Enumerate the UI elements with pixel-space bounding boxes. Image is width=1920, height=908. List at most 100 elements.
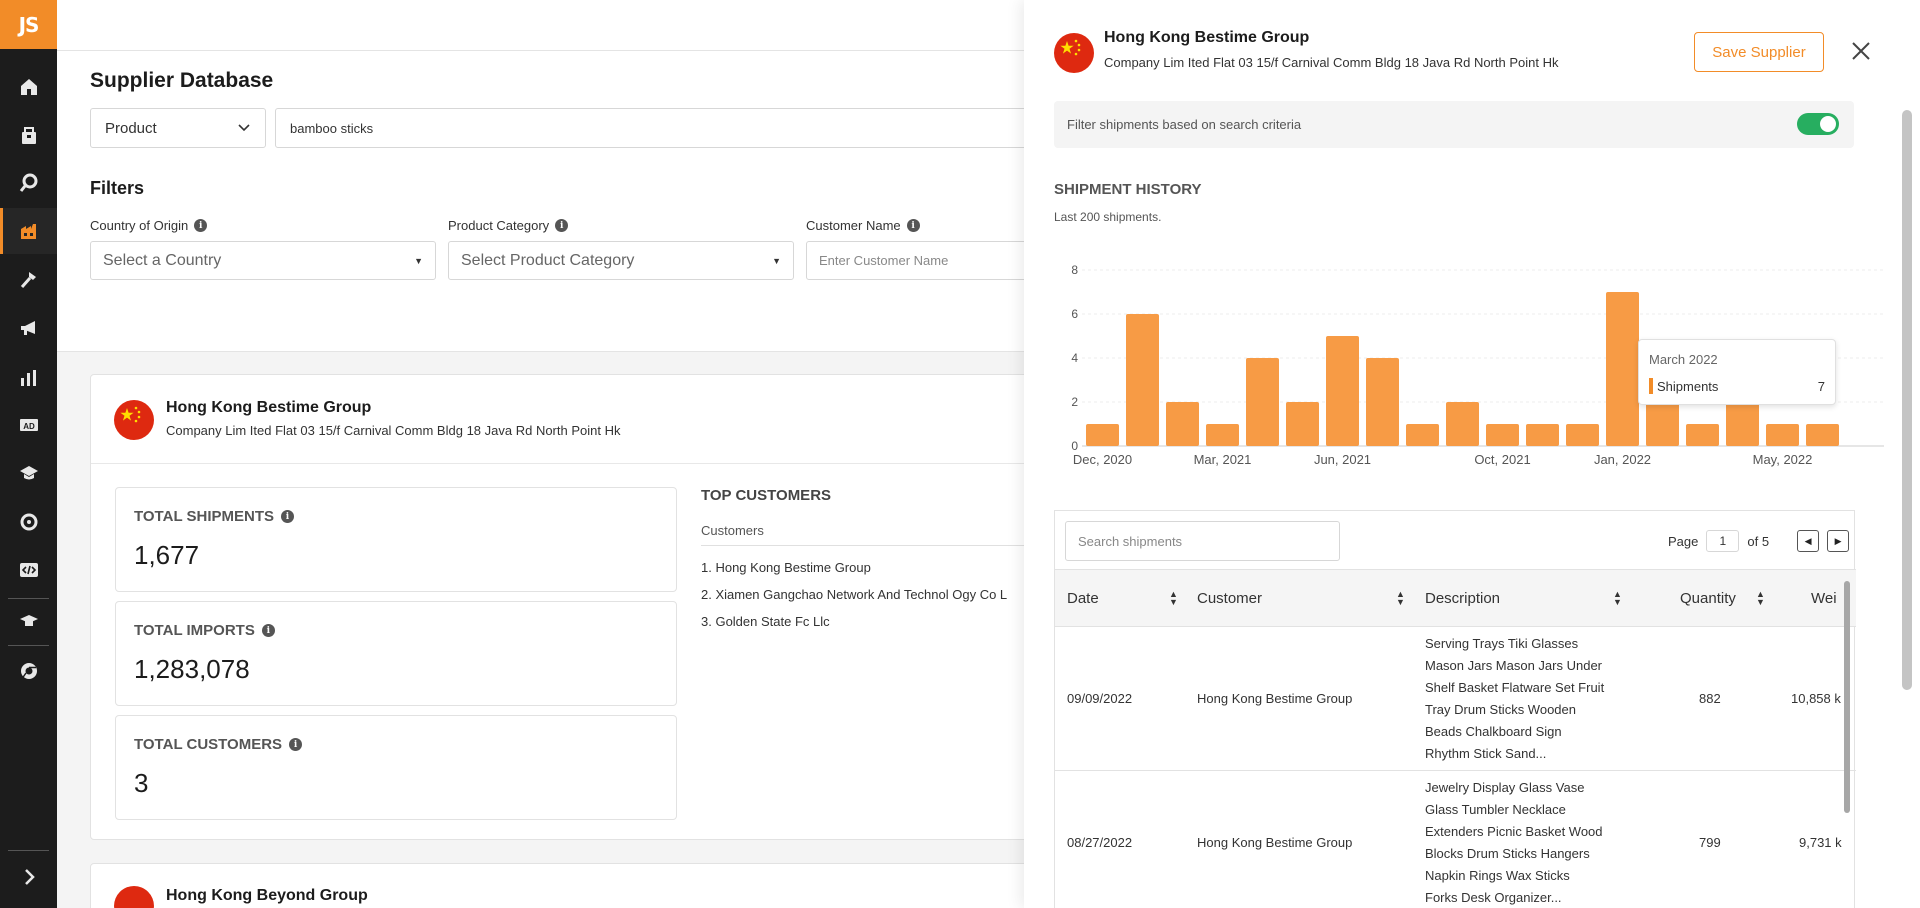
cell-quantity: 799 bbox=[1699, 835, 1721, 850]
supplier-name[interactable]: Hong Kong Bestime Group bbox=[166, 399, 372, 416]
col-description[interactable]: Description bbox=[1425, 590, 1501, 607]
box-icon bbox=[21, 127, 36, 144]
info-icon[interactable]: i bbox=[261, 624, 275, 637]
chart-bar[interactable] bbox=[1526, 424, 1559, 446]
prev-page-button[interactable]: ◀ bbox=[1797, 530, 1820, 552]
top-customers-title: TOP CUSTOMERS bbox=[701, 487, 832, 504]
info-icon[interactable]: i bbox=[906, 219, 920, 232]
chart-bar[interactable] bbox=[1766, 424, 1799, 446]
chart-bar[interactable] bbox=[1166, 402, 1199, 446]
stat-total-customers: TOTAL CUSTOMERS i 3 bbox=[115, 715, 677, 820]
nav-analytics[interactable] bbox=[0, 355, 57, 401]
page-scrollbar[interactable] bbox=[1894, 0, 1920, 908]
info-icon[interactable]: i bbox=[194, 219, 208, 232]
sort-icon[interactable]: ▲ ▼ bbox=[1756, 589, 1765, 607]
filters-title: Filters bbox=[90, 178, 145, 198]
col-customer[interactable]: Customer bbox=[1197, 590, 1263, 607]
nav-chrome-extension[interactable] bbox=[0, 648, 57, 694]
info-icon[interactable]: i bbox=[289, 738, 303, 751]
chart-bar[interactable] bbox=[1806, 424, 1839, 446]
chart-bar[interactable] bbox=[1446, 402, 1479, 446]
page-label: Page bbox=[1668, 533, 1699, 549]
nav-learn[interactable] bbox=[0, 598, 57, 644]
info-icon[interactable]: i bbox=[281, 510, 295, 523]
page-of-label: of 5 bbox=[1747, 533, 1770, 549]
nav-support[interactable] bbox=[0, 499, 57, 545]
stat-value: 1,677 bbox=[134, 540, 200, 570]
search-shipments-input[interactable]: Search shipments bbox=[1065, 521, 1340, 561]
stat-total-shipments: TOTAL SHIPMENTS i 1,677 bbox=[115, 487, 677, 592]
page-scrollbar-thumb[interactable] bbox=[1902, 110, 1912, 690]
sidebar-expand[interactable] bbox=[0, 854, 57, 900]
table-scrollbar-thumb[interactable] bbox=[1844, 581, 1850, 813]
col-quantity[interactable]: Quantity bbox=[1680, 590, 1736, 607]
cell-weight: 10,858 k bbox=[1791, 691, 1841, 706]
nav-supplier-database[interactable] bbox=[0, 208, 57, 254]
top-customers-subheader: Customers bbox=[701, 523, 764, 538]
supplier-card[interactable]: Hong Kong Bestime Group Company Lim Ited… bbox=[90, 374, 1081, 840]
nav-ads[interactable]: AD bbox=[0, 402, 57, 448]
chart-bar[interactable] bbox=[1126, 314, 1159, 446]
divider bbox=[701, 545, 1081, 546]
nav-marketing[interactable] bbox=[0, 305, 57, 351]
table-header: Date ▲ ▼ Customer ▲ ▼ Description ▲ ▼ Quant… bbox=[1055, 569, 1856, 627]
info-icon[interactable]: i bbox=[555, 219, 569, 232]
search-type-select[interactable]: Product bbox=[90, 108, 266, 148]
sort-icon[interactable]: ▲ ▼ bbox=[1169, 589, 1178, 607]
sort-icon[interactable]: ▲ ▼ bbox=[1613, 589, 1622, 607]
table-row[interactable]: 09/09/2022 Hong Kong Bestime Group Servi… bbox=[1055, 627, 1856, 771]
chart-bar[interactable] bbox=[1606, 292, 1639, 446]
shipments-table: Search shipments Page 1 of 5 ◀ ▶ Date ▲ ▼… bbox=[1054, 510, 1856, 908]
top-customer-item: 1. Hong Kong Bestime Group bbox=[701, 560, 871, 575]
chart-bar[interactable] bbox=[1246, 358, 1279, 446]
country-select[interactable]: Select a Country ▼ bbox=[90, 241, 436, 280]
supplier-card[interactable]: Hong Kong Beyond Group bbox=[90, 863, 1080, 908]
filter-shipments-label: Filter shipments based on search criteri… bbox=[1067, 117, 1302, 132]
save-supplier-button[interactable]: Save Supplier bbox=[1694, 32, 1824, 72]
chart-bar[interactable] bbox=[1086, 424, 1119, 446]
search-input[interactable] bbox=[275, 108, 1075, 148]
stat-label: TOTAL IMPORTS i bbox=[134, 622, 275, 639]
x-tick-label: Jun, 2021 bbox=[1314, 452, 1371, 467]
nav-tools[interactable] bbox=[0, 257, 57, 303]
chart-bar[interactable] bbox=[1326, 336, 1359, 446]
triangle-right-icon: ▶ bbox=[1834, 535, 1842, 546]
chart-bar[interactable] bbox=[1566, 424, 1599, 446]
shipment-history-subtitle: Last 200 shipments. bbox=[1054, 210, 1162, 224]
filter-shipments-toggle[interactable] bbox=[1797, 113, 1839, 135]
nav-home[interactable] bbox=[0, 64, 57, 110]
svg-text:AD: AD bbox=[23, 422, 35, 431]
chart-tooltip: March 2022 Shipments 7 bbox=[1638, 339, 1836, 405]
chart-bar[interactable] bbox=[1406, 424, 1439, 446]
chart-bar[interactable] bbox=[1366, 358, 1399, 446]
cell-date: 09/09/2022 bbox=[1067, 691, 1133, 706]
close-icon[interactable] bbox=[1850, 40, 1872, 62]
next-page-button[interactable]: ▶ bbox=[1827, 530, 1850, 552]
country-label: Country of Origin i bbox=[90, 218, 208, 233]
table-row[interactable]: 08/27/2022 Hong Kong Bestime Group Jewel… bbox=[1055, 771, 1856, 908]
sidebar-divider bbox=[8, 850, 49, 851]
top-customer-item: 3. Golden State Fc Llc bbox=[701, 614, 830, 629]
table-scrollbar[interactable] bbox=[1842, 569, 1854, 908]
nav-products[interactable] bbox=[0, 113, 57, 159]
col-weight[interactable]: Wei bbox=[1811, 590, 1837, 607]
caret-down-icon: ▼ bbox=[772, 255, 781, 266]
category-select[interactable]: Select Product Category ▼ bbox=[448, 241, 794, 280]
app-logo[interactable]: JS bbox=[0, 0, 57, 49]
nav-academy[interactable] bbox=[0, 450, 57, 496]
chart-bar[interactable] bbox=[1686, 424, 1719, 446]
chart-bar[interactable] bbox=[1286, 402, 1319, 446]
chart-bar[interactable] bbox=[1486, 424, 1519, 446]
logo-text: JS bbox=[18, 12, 40, 37]
nav-developer[interactable] bbox=[0, 547, 57, 593]
chart-bar[interactable] bbox=[1206, 424, 1239, 446]
china-flag-icon bbox=[114, 886, 154, 908]
page-number-input[interactable]: 1 bbox=[1706, 530, 1740, 552]
supplier-name[interactable]: Hong Kong Beyond Group bbox=[166, 887, 368, 904]
nav-search[interactable] bbox=[0, 160, 57, 206]
supplier-card-header: Hong Kong Bestime Group Company Lim Ited… bbox=[91, 375, 1079, 464]
col-date[interactable]: Date bbox=[1067, 590, 1099, 607]
factory-icon bbox=[20, 224, 36, 239]
sort-icon[interactable]: ▲ ▼ bbox=[1396, 589, 1405, 607]
y-tick-label: 2 bbox=[1071, 395, 1078, 409]
